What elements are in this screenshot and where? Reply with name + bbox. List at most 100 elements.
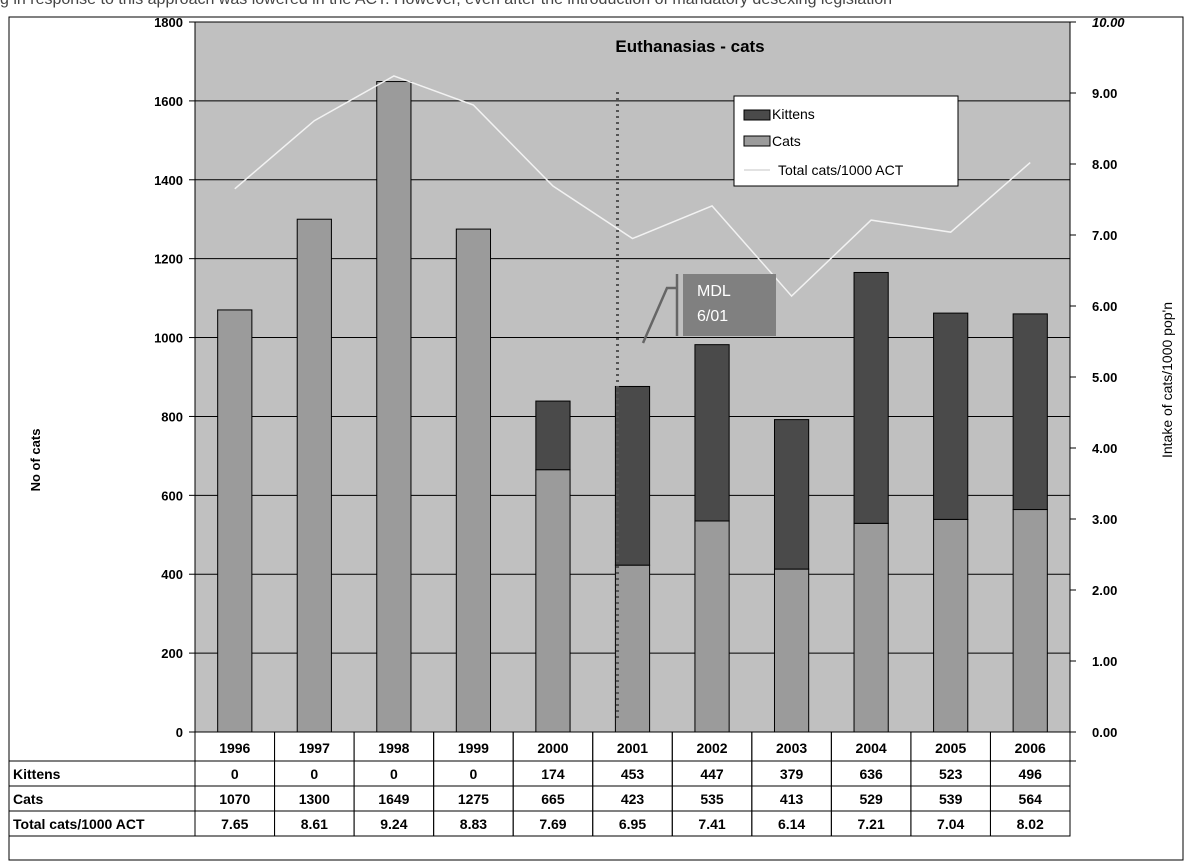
table-cell-value: 0 <box>310 766 318 782</box>
y-tick-label-left: 0 <box>176 725 183 740</box>
table-cell-value: 8.02 <box>1017 816 1044 832</box>
legend: Kittens Cats Total cats/1000 ACT <box>733 95 959 187</box>
x-tick-label-2001: 2001 <box>617 740 648 756</box>
y-tick-label-right: 10.00 <box>1092 15 1125 30</box>
bar-cats-2005 <box>933 518 969 733</box>
y-axis-label-left: No of cats <box>28 429 43 492</box>
bar-cats-2003 <box>773 568 810 733</box>
y-tick-label-right: 3.00 <box>1092 512 1117 527</box>
bar-cats-2000 <box>535 469 571 733</box>
annotation: MDL 6/01 <box>616 92 776 718</box>
table-cell-value: 0 <box>390 766 398 782</box>
y-tick-label-left: 1000 <box>154 331 183 346</box>
annotation-text: MDL <box>697 283 731 300</box>
table-cell-value: 523 <box>939 766 963 782</box>
bar-kittens-2000 <box>535 400 571 471</box>
bar-kittens-2001 <box>614 385 651 566</box>
legend-swatch-kittens <box>743 109 771 121</box>
y-tick-label-right: 1.00 <box>1092 654 1117 669</box>
annotation-pointer <box>641 274 679 344</box>
bar-kittens-2004 <box>853 271 889 524</box>
y-tick-label-left: 1200 <box>154 252 183 267</box>
x-tick-label-2003: 2003 <box>776 740 807 756</box>
table-cell-value: 447 <box>700 766 724 782</box>
x-tick-label-2005: 2005 <box>935 740 966 756</box>
table-cell-value: 665 <box>541 791 565 807</box>
table-cell-value: 496 <box>1019 766 1043 782</box>
bar-kittens-2002 <box>694 344 730 522</box>
bar-cats-2004 <box>853 522 889 733</box>
table-cell-value: 7.65 <box>221 816 248 832</box>
table-cell-value: 6.14 <box>778 816 805 832</box>
table-cell-value: 0 <box>470 766 478 782</box>
y-tick-label-left: 200 <box>161 646 183 661</box>
y-tick-label-right: 6.00 <box>1092 299 1117 314</box>
y-tick-label-right: 8.00 <box>1092 157 1117 172</box>
x-tick-label-2006: 2006 <box>1015 740 1046 756</box>
bar-cats-2002 <box>694 520 730 733</box>
table-cell-value: 7.21 <box>858 816 885 832</box>
x-tick-label-1997: 1997 <box>299 740 330 756</box>
bar-cats-1998 <box>376 81 412 733</box>
table-cell <box>989 810 1071 837</box>
annotation-text: 6/01 <box>697 308 728 325</box>
bar-cats-2006 <box>1012 509 1048 733</box>
x-tick-label-2002: 2002 <box>696 740 727 756</box>
table-row-label: Cats <box>13 791 44 807</box>
table-cell-value: 1275 <box>458 791 489 807</box>
y-tick-label-right: 2.00 <box>1092 583 1117 598</box>
bar-cats-1999 <box>455 228 492 733</box>
legend-label-total: Total cats/1000 ACT <box>778 162 904 178</box>
table-cell-value: 6.95 <box>619 816 646 832</box>
table-cell-value: 7.04 <box>937 816 964 832</box>
y-tick-label-left: 1400 <box>154 173 183 188</box>
x-tick-label-2004: 2004 <box>856 740 887 756</box>
table-cell-value: 7.69 <box>539 816 566 832</box>
x-tick-label-1998: 1998 <box>378 740 409 756</box>
table-row-label: Total cats/1000 ACT <box>13 816 145 832</box>
table-cell-value: 564 <box>1019 791 1043 807</box>
table-cell-value: 8.83 <box>460 816 487 832</box>
legend-label-kittens: Kittens <box>772 106 815 122</box>
chart-title: Euthanasias - cats <box>615 37 764 56</box>
x-tick-label-1999: 1999 <box>458 740 489 756</box>
table-cell-value: 539 <box>939 791 963 807</box>
y-tick-label-right: 9.00 <box>1092 86 1117 101</box>
table-cell-value: 423 <box>621 791 645 807</box>
bar-kittens-2005 <box>933 312 969 520</box>
legend-swatch-cats <box>743 135 771 147</box>
table-cell-value: 0 <box>231 766 239 782</box>
legend-label-cats: Cats <box>772 133 801 149</box>
table-cell-value: 379 <box>780 766 804 782</box>
y-tick-label-right: 5.00 <box>1092 370 1117 385</box>
y-tick-label-right: 0.00 <box>1092 725 1117 740</box>
y-tick-label-left: 1600 <box>154 94 183 109</box>
bar-kittens-2006 <box>1012 313 1048 511</box>
y-axis-label-right: Intake of cats/1000 pop'n <box>1159 302 1175 458</box>
y-tick-label-right: 7.00 <box>1092 228 1117 243</box>
bar-cats-1996 <box>217 309 253 733</box>
table-cell-value: 9.24 <box>380 816 407 832</box>
bar-cats-2001 <box>614 564 651 733</box>
caption-text: g in response to this approach was lower… <box>0 0 1189 9</box>
table-cell-value: 1300 <box>299 791 330 807</box>
table-cell-value: 7.41 <box>698 816 725 832</box>
table-cell-value: 636 <box>859 766 883 782</box>
x-tick-label-2000: 2000 <box>537 740 568 756</box>
table-cell-value: 535 <box>700 791 724 807</box>
line-total-cats-per-1000 <box>234 75 1031 298</box>
table-cell-value: 1070 <box>219 791 250 807</box>
y-tick-label-left: 1800 <box>154 15 183 30</box>
bar-cats-1997 <box>296 218 332 733</box>
table-cell-value: 413 <box>780 791 804 807</box>
table-cell-value: 1649 <box>378 791 409 807</box>
y-tick-label-left: 400 <box>161 567 183 582</box>
y-tick-label-left: 600 <box>161 488 183 503</box>
y-tick-label-left: 800 <box>161 409 183 424</box>
annotation-callout <box>683 274 776 336</box>
table-cell-value: 529 <box>859 791 883 807</box>
bar-kittens-2003 <box>773 419 810 570</box>
legend-box <box>733 95 959 187</box>
y-tick-label-right: 4.00 <box>1092 441 1117 456</box>
